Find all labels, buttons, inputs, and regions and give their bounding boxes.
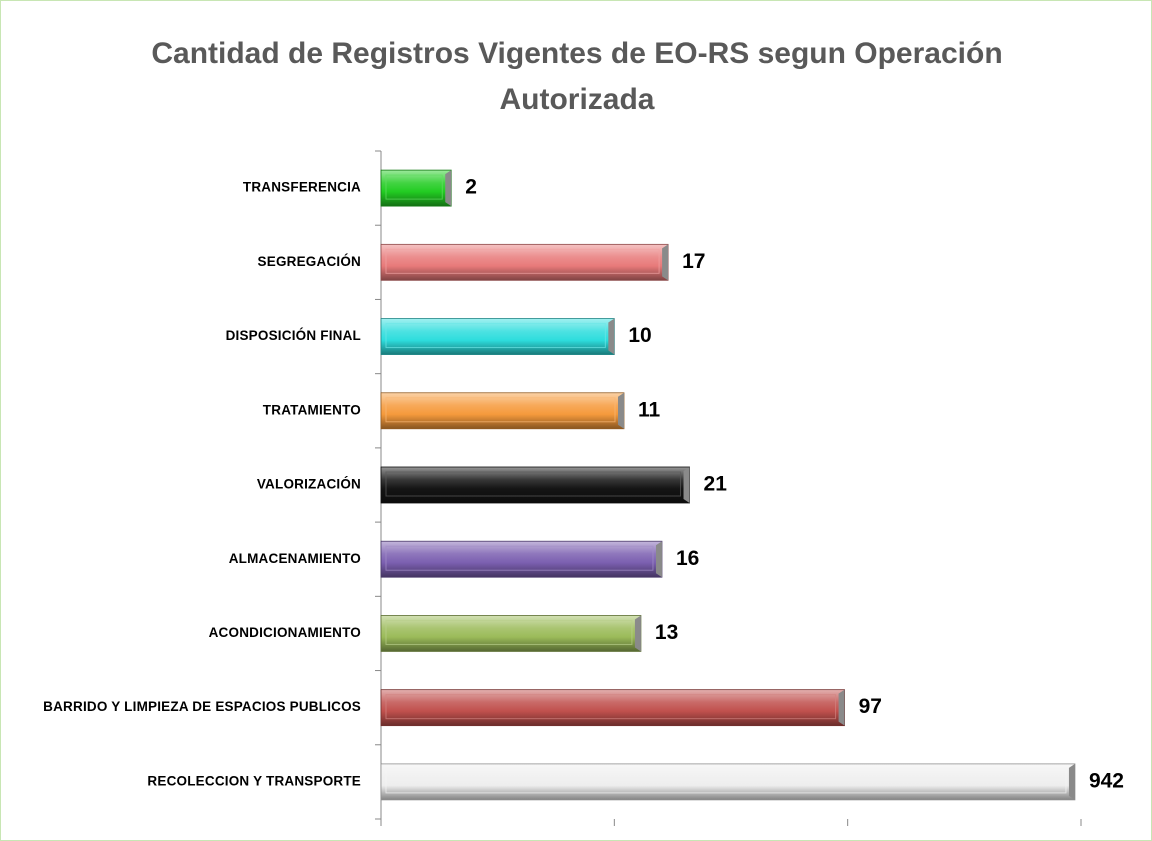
bar-inner bbox=[385, 397, 616, 423]
bar-inner bbox=[385, 768, 1067, 794]
bar bbox=[380, 392, 625, 430]
bar-inner bbox=[385, 323, 606, 349]
bar-end-cap bbox=[608, 318, 615, 355]
chart-title: Cantidad de Registros Vigentes de EO-RS … bbox=[151, 37, 1003, 116]
bar bbox=[380, 243, 669, 281]
bar bbox=[380, 318, 615, 355]
bar bbox=[380, 466, 690, 504]
bar bbox=[380, 540, 663, 578]
bar-inner bbox=[385, 545, 654, 571]
bar-inner bbox=[385, 694, 837, 720]
value-label: 97 bbox=[859, 695, 882, 718]
value-label: 17 bbox=[682, 250, 705, 273]
category-label: TRANSFERENCIA bbox=[243, 180, 361, 195]
value-label: 21 bbox=[704, 473, 728, 496]
bar bbox=[380, 615, 642, 652]
category-label: RECOLECCION Y TRANSPORTE bbox=[147, 773, 361, 788]
bar-inner bbox=[385, 619, 633, 645]
bar-inner bbox=[385, 471, 682, 497]
category-label: SEGREGACIÓN bbox=[258, 254, 361, 269]
bar-end-cap bbox=[445, 170, 452, 207]
bar-end-cap bbox=[1068, 763, 1075, 800]
category-label: BARRIDO Y LIMPIEZA DE ESPACIOS PUBLICOS bbox=[43, 699, 361, 714]
value-label: 942 bbox=[1089, 769, 1124, 792]
value-label: 10 bbox=[628, 324, 651, 347]
bar-end-cap bbox=[655, 541, 662, 578]
bar-end-cap bbox=[634, 615, 641, 652]
value-label: 2 bbox=[465, 176, 477, 199]
category-label: TRATAMIENTO bbox=[263, 402, 361, 417]
bar-inner bbox=[385, 248, 660, 274]
category-label: VALORIZACIÓN bbox=[257, 477, 361, 492]
value-label: 16 bbox=[676, 547, 699, 570]
value-label: 11 bbox=[638, 398, 661, 421]
category-label: ACONDICIONAMIENTO bbox=[209, 625, 361, 640]
bar-end-cap bbox=[617, 392, 624, 429]
category-label: ALMACENAMIENTO bbox=[229, 551, 361, 566]
bar-end-cap bbox=[838, 689, 845, 726]
bar-end-cap bbox=[683, 467, 690, 503]
bar-inner bbox=[385, 174, 443, 200]
bar-end-cap bbox=[662, 244, 669, 281]
category-label: DISPOSICIÓN FINAL bbox=[226, 328, 361, 343]
value-label: 13 bbox=[655, 621, 678, 644]
bar bbox=[380, 763, 1076, 801]
